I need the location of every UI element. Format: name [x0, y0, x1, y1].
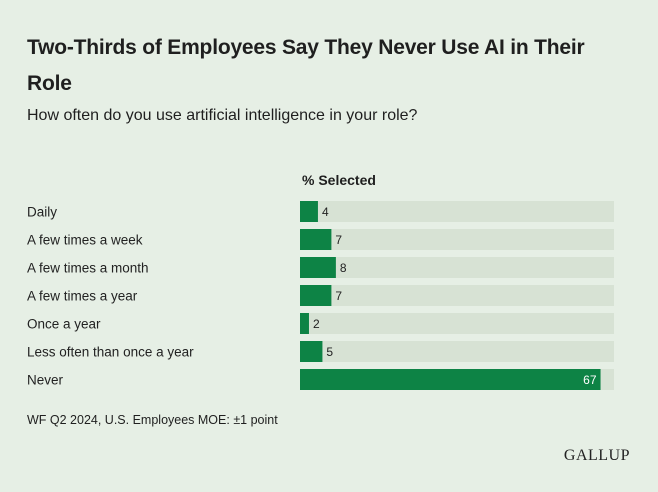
category-label: A few times a year	[27, 289, 138, 304]
data-label: 8	[340, 261, 347, 275]
bar	[300, 201, 318, 222]
category-label: Once a year	[27, 317, 101, 332]
category-label: Less often than once a year	[27, 345, 194, 360]
data-label: 67	[583, 373, 597, 387]
bar-track	[300, 341, 614, 362]
category-label: Never	[27, 373, 64, 388]
chart-subtitle: How often do you use artificial intellig…	[27, 107, 418, 124]
bar	[300, 285, 332, 306]
source-note: WF Q2 2024, U.S. Employees MOE: ±1 point	[27, 413, 278, 427]
category-label: A few times a week	[27, 233, 143, 248]
bar-track	[300, 257, 614, 278]
bar	[300, 313, 309, 334]
data-label: 4	[322, 205, 329, 219]
bar-track	[300, 313, 614, 334]
data-label: 7	[335, 233, 342, 247]
data-label: 5	[326, 345, 333, 359]
bar-track	[300, 201, 614, 222]
category-label: Daily	[27, 205, 57, 220]
bar	[300, 369, 601, 390]
bar-track	[300, 229, 614, 250]
gallup-logo: GALLUP	[563, 447, 630, 464]
category-label: A few times a month	[27, 261, 149, 276]
bar	[300, 257, 336, 278]
chart-title: Two-Thirds of Employees Say They Never U…	[27, 36, 585, 95]
bar	[300, 229, 332, 250]
bar-track	[300, 285, 614, 306]
data-label: 2	[313, 317, 320, 331]
bar	[300, 341, 323, 362]
column-header: % Selected	[302, 172, 376, 188]
data-label: 7	[335, 289, 342, 303]
